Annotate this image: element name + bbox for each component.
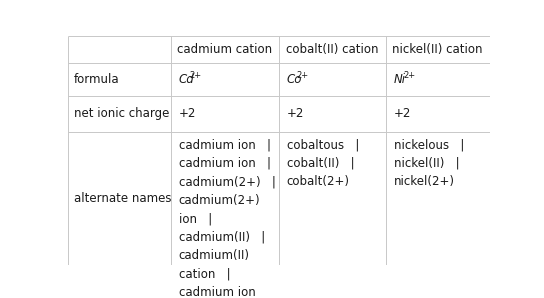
Text: 2+: 2+ bbox=[189, 71, 201, 80]
Text: nickelous   |
nickel(II)   |
nickel(2+): nickelous | nickel(II) | nickel(2+) bbox=[393, 138, 464, 188]
Text: alternate names: alternate names bbox=[74, 192, 172, 205]
Text: 2+: 2+ bbox=[296, 71, 309, 80]
Text: cadmium ion   |
cadmium ion   |
cadmium(2+)   |
cadmium(2+)
ion   |
cadmium(II) : cadmium ion | cadmium ion | cadmium(2+) … bbox=[179, 138, 276, 298]
Text: formula: formula bbox=[74, 73, 120, 86]
Text: net ionic charge: net ionic charge bbox=[74, 107, 170, 120]
Text: cadmium cation: cadmium cation bbox=[177, 43, 273, 56]
Text: cobaltous   |
cobalt(II)   |
cobalt(2+): cobaltous | cobalt(II) | cobalt(2+) bbox=[287, 138, 359, 188]
Text: nickel(II) cation: nickel(II) cation bbox=[392, 43, 483, 56]
Text: +2: +2 bbox=[287, 107, 304, 120]
Text: Ni: Ni bbox=[393, 73, 405, 86]
Text: 2+: 2+ bbox=[404, 71, 416, 80]
Text: Co: Co bbox=[287, 73, 302, 86]
Text: +2: +2 bbox=[393, 107, 411, 120]
Text: +2: +2 bbox=[179, 107, 196, 120]
Text: Cd: Cd bbox=[179, 73, 195, 86]
Text: cobalt(II) cation: cobalt(II) cation bbox=[286, 43, 379, 56]
